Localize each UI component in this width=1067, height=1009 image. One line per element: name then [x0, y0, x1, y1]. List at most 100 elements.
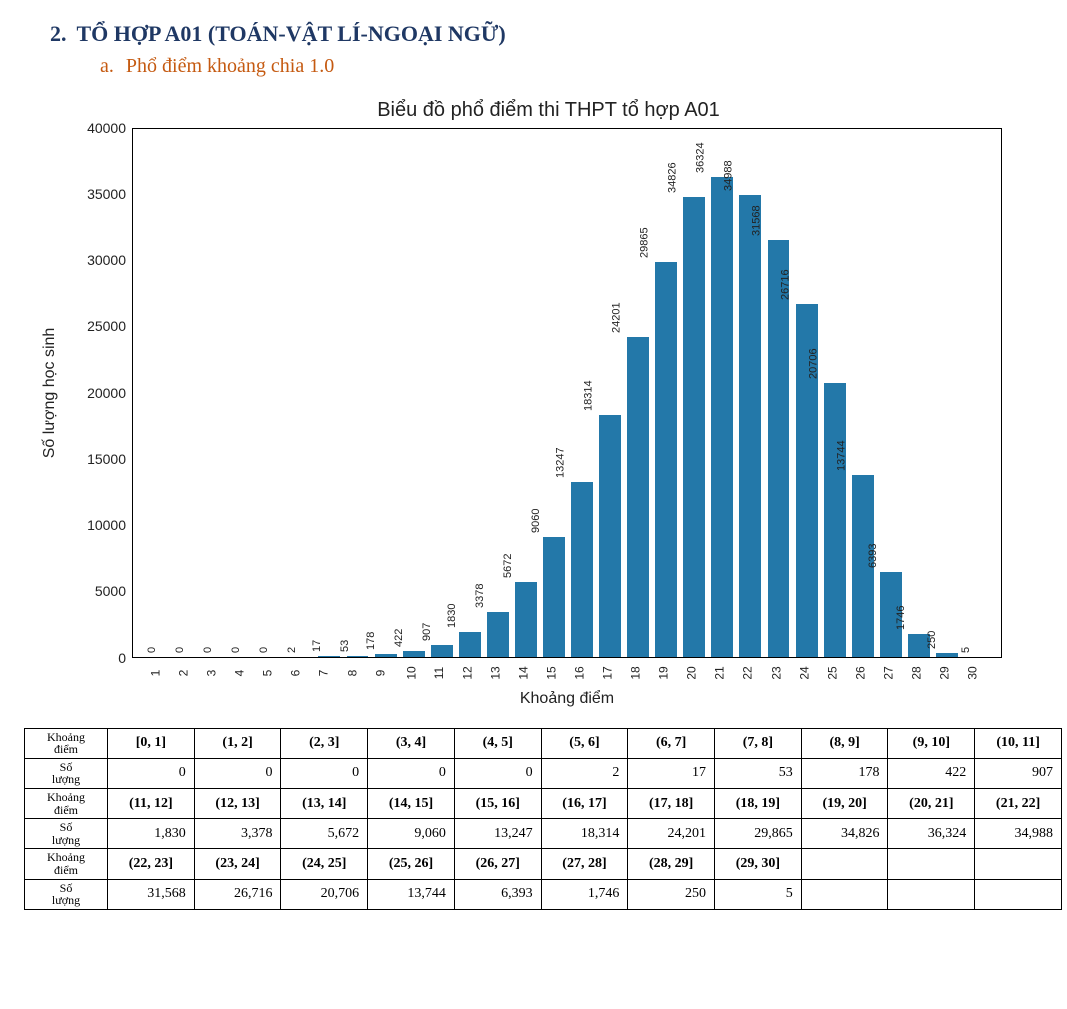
chart-bar: 18314	[599, 415, 621, 657]
table-cell-count: 13,247	[454, 819, 541, 849]
chart-bar-label: 6393	[867, 544, 879, 568]
chart-bar-label: 36324	[695, 143, 707, 174]
chart-bar-label: 34988	[723, 160, 735, 191]
chart-bar-label: 17	[311, 640, 323, 652]
chart-bar: 34988	[739, 195, 761, 657]
chart-xtick: 15	[545, 658, 558, 672]
chart-xtick: 21	[713, 658, 726, 672]
chart-xtick: 8	[349, 658, 356, 672]
table-cell-count: 34,826	[801, 819, 888, 849]
table-cell-range: (18, 19]	[715, 788, 802, 818]
table-cell-count: 1,830	[108, 819, 195, 849]
table-cell-count: 2	[541, 758, 628, 788]
table-cell-count: 24,201	[628, 819, 715, 849]
chart-bar-label: 20706	[807, 349, 819, 380]
chart-ytick: 30000	[87, 252, 126, 268]
chart-bar-label: 13744	[835, 441, 847, 472]
chart-bar-label: 26716	[779, 269, 791, 300]
table-cell-count: 0	[454, 758, 541, 788]
chart-xtick: 22	[741, 658, 754, 672]
table-cell-range: (22, 23]	[108, 849, 195, 879]
chart-bar: 13247	[571, 482, 593, 657]
chart-bar-label: 0	[174, 646, 186, 652]
table-cell-range: (1, 2]	[194, 728, 281, 758]
table-cell-count: 3,378	[194, 819, 281, 849]
subheading-text: Phổ điểm khoảng chia 1.0	[126, 53, 334, 79]
chart-bar-label: 29865	[639, 228, 651, 259]
chart-yticks: 0500010000150002000025000300003500040000	[78, 128, 132, 658]
table-cell-range	[975, 849, 1062, 879]
table-cell-range: (7, 8]	[715, 728, 802, 758]
chart-xtick: 24	[798, 658, 811, 672]
table-cell-count: 36,324	[888, 819, 975, 849]
chart-bar: 24201	[627, 337, 649, 656]
table-cell-range: (29, 30]	[715, 849, 802, 879]
table-cell-count: 26,716	[194, 879, 281, 909]
table-cell-range: (13, 14]	[281, 788, 368, 818]
table-cell-count: 18,314	[541, 819, 628, 849]
chart-bar-label: 178	[364, 632, 376, 650]
chart-xtick: 9	[377, 658, 384, 672]
table-cell-range: (6, 7]	[628, 728, 715, 758]
chart-bar-label: 250	[926, 631, 938, 649]
section-heading: 2. TỔ HỢP A01 (TOÁN-VẬT LÍ-NGOẠI NGỮ)	[50, 20, 1047, 49]
chart-xtick: 23	[770, 658, 783, 672]
chart-xtick: 16	[573, 658, 586, 672]
chart-ytick: 40000	[87, 120, 126, 136]
chart-plot-area: 0000021753178422907183033785672906013247…	[132, 128, 1002, 658]
table-cell-range: (5, 6]	[541, 728, 628, 758]
table-cell-range: (8, 9]	[801, 728, 888, 758]
chart-bar-label: 2	[286, 646, 298, 652]
table-cell-range: (11, 12]	[108, 788, 195, 818]
chart-bar: 9060	[543, 537, 565, 657]
chart-ylabel: Số lượng học sinh	[41, 327, 59, 458]
chart-bar-label: 0	[258, 646, 270, 652]
table-rowhead-range: Khoảngđiểm	[25, 728, 108, 758]
table-cell-count: 34,988	[975, 819, 1062, 849]
table-rowhead-count: Sốlượng	[25, 819, 108, 849]
table-cell-count: 13,744	[368, 879, 455, 909]
subheading-letter: a.	[100, 53, 114, 79]
chart-xtick: 25	[826, 658, 839, 672]
chart-bar-label: 0	[230, 646, 242, 652]
heading-number: 2.	[50, 20, 67, 49]
chart-xtick: 4	[236, 658, 243, 672]
chart-xtick: 20	[685, 658, 698, 672]
table-cell-range: (9, 10]	[888, 728, 975, 758]
chart-xtick: 14	[517, 658, 530, 672]
table-cell-count: 178	[801, 758, 888, 788]
chart-ytick: 20000	[87, 385, 126, 401]
table-cell-range: (10, 11]	[975, 728, 1062, 758]
chart-bar: 31568	[768, 240, 790, 657]
table-cell-range: (17, 18]	[628, 788, 715, 818]
table-cell-range: (23, 24]	[194, 849, 281, 879]
chart-bar: 53	[347, 656, 369, 657]
chart-xtick: 2	[180, 658, 187, 672]
table-cell-range: (15, 16]	[454, 788, 541, 818]
table-cell-range: [0, 1]	[108, 728, 195, 758]
chart-bar-label: 0	[202, 646, 214, 652]
table-cell-count: 5	[715, 879, 802, 909]
table-cell-count: 20,706	[281, 879, 368, 909]
table-cell-count: 422	[888, 758, 975, 788]
chart-bar: 29865	[655, 262, 677, 656]
chart-xtick: 1	[152, 658, 159, 672]
table-cell-count: 0	[194, 758, 281, 788]
chart-bar-label: 9060	[530, 509, 542, 533]
table-cell-range: (25, 26]	[368, 849, 455, 879]
chart-bar-label: 0	[146, 646, 158, 652]
chart-xtick: 5	[264, 658, 271, 672]
chart-bar: 907	[431, 645, 453, 657]
table-cell-count	[801, 879, 888, 909]
chart-xtick: 6	[292, 658, 299, 672]
chart-ytick: 10000	[87, 517, 126, 533]
data-table: Khoảngđiểm[0, 1](1, 2](2, 3](3, 4](4, 5]…	[24, 728, 1047, 910]
chart-xtick: 30	[966, 658, 979, 672]
chart-xtick: 17	[601, 658, 614, 672]
heading-title: TỔ HỢP A01 (TOÁN-VẬT LÍ-NGOẠI NGỮ)	[77, 20, 506, 49]
chart-xtick: 26	[854, 658, 867, 672]
table-cell-range: (19, 20]	[801, 788, 888, 818]
chart-xtick: 28	[910, 658, 923, 672]
table-cell-count	[975, 879, 1062, 909]
chart-xtick: 19	[657, 658, 670, 672]
